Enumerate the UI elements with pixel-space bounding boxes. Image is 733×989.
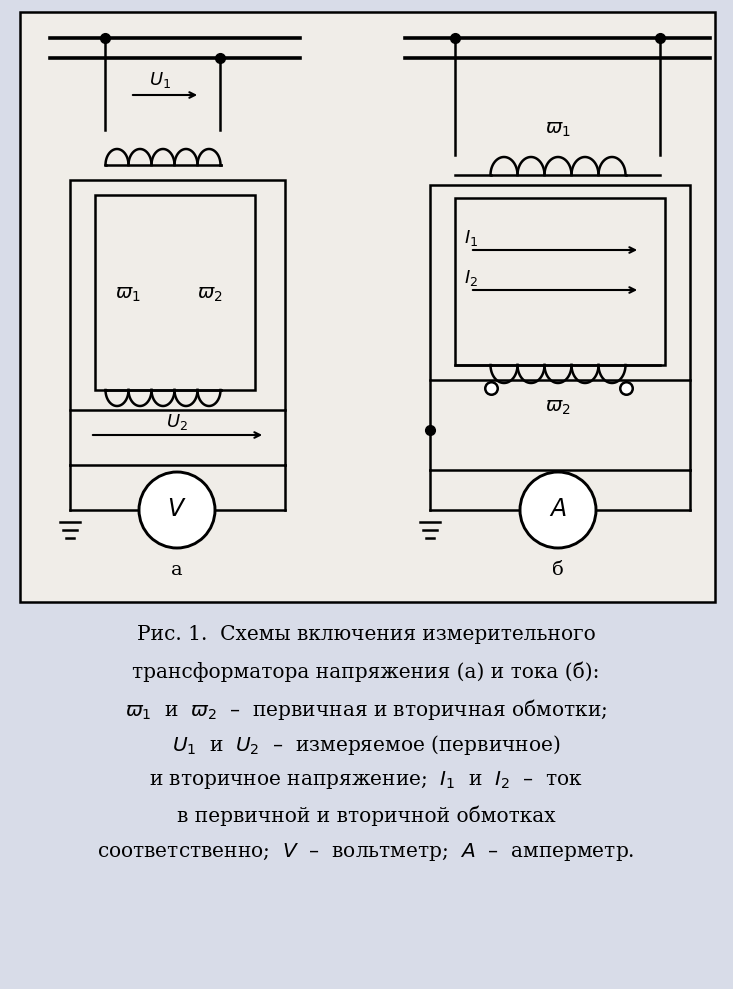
Bar xyxy=(70,180,285,410)
Text: $\varpi_1$: $\varpi_1$ xyxy=(115,286,141,305)
Bar xyxy=(455,198,665,365)
Text: $A$: $A$ xyxy=(549,498,567,521)
Text: Рис. 1.  Схемы включения измерительного: Рис. 1. Схемы включения измерительного xyxy=(136,625,595,644)
Text: соответственно;  $V$  –  вольтметр;  $A$  –  амперметр.: соответственно; $V$ – вольтметр; $A$ – а… xyxy=(97,841,635,863)
Bar xyxy=(430,185,690,380)
Text: $V$: $V$ xyxy=(167,498,187,521)
Bar xyxy=(20,12,715,602)
Text: б: б xyxy=(552,561,564,579)
Text: $\varpi_2$: $\varpi_2$ xyxy=(545,399,571,417)
Text: $I_2$: $I_2$ xyxy=(464,268,478,288)
Text: $U_2$: $U_2$ xyxy=(166,412,188,432)
Circle shape xyxy=(139,472,215,548)
Circle shape xyxy=(520,472,596,548)
Text: $U_1$  и  $U_2$  –  измеряемое (первичное): $U_1$ и $U_2$ – измеряемое (первичное) xyxy=(172,733,560,757)
Text: в первичной и вторичной обмотках: в первичной и вторичной обмотках xyxy=(177,805,556,826)
Text: $\varpi_2$: $\varpi_2$ xyxy=(197,286,223,305)
Text: трансформатора напряжения (а) и тока (б):: трансформатора напряжения (а) и тока (б)… xyxy=(132,661,600,681)
Bar xyxy=(95,195,255,390)
Text: и вторичное напряжение;  $I_1$  и  $I_2$  –  ток: и вторичное напряжение; $I_1$ и $I_2$ – … xyxy=(149,769,583,791)
Text: $\varpi_1$: $\varpi_1$ xyxy=(545,121,571,139)
Text: $\varpi_1$  и  $\varpi_2$  –  первичная и вторичная обмотки;: $\varpi_1$ и $\varpi_2$ – первичная и вт… xyxy=(125,697,607,722)
Text: а: а xyxy=(172,561,183,579)
Text: $I_1$: $I_1$ xyxy=(464,228,478,248)
Text: $U_1$: $U_1$ xyxy=(149,70,171,90)
